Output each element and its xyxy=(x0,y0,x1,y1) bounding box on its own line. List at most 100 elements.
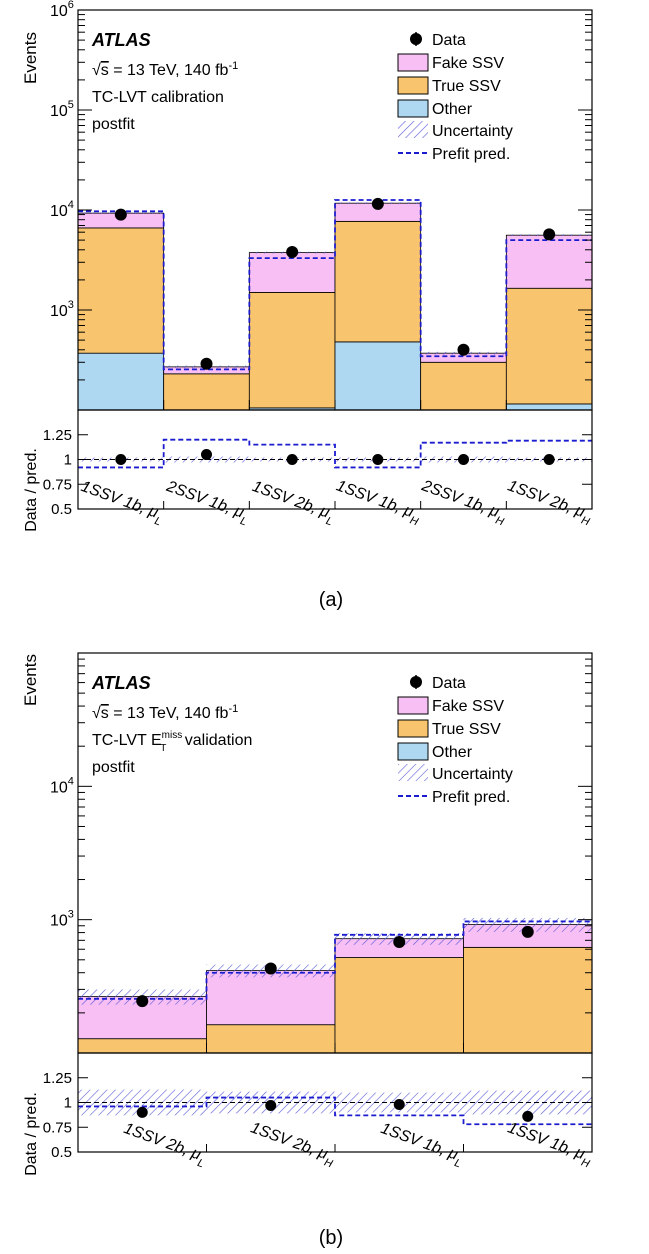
legend-fake: Fake SSV xyxy=(432,698,504,715)
y-ticks: 103 104 xyxy=(50,658,592,1054)
stacked-bars xyxy=(77,917,593,1054)
bar-true-ssv xyxy=(206,1024,336,1054)
legend-prefit: Prefit pred. xyxy=(432,146,510,163)
legend-other-swatch xyxy=(397,99,429,118)
region-label: TC-LVT Emiss T validation xyxy=(92,730,252,754)
ratio-y-axis-label: Data / pred. xyxy=(23,1092,40,1176)
ratio-ticks: 0.5 0.75 1 1.25 xyxy=(43,1070,592,1161)
data-point xyxy=(521,925,534,938)
data-point xyxy=(371,197,384,210)
data-point xyxy=(457,343,470,356)
ratio-frame xyxy=(77,1052,593,1153)
bar-other xyxy=(505,403,593,411)
atlas-label: ATLAS xyxy=(91,673,151,693)
ratio-point xyxy=(522,1110,534,1122)
ratio-point xyxy=(543,454,555,465)
data-points xyxy=(114,197,556,370)
ratio-point xyxy=(115,454,127,465)
legend: Data Fake SSV True SSV Other Uncertainty… xyxy=(397,675,513,806)
ratio-tick-label: 0.75 xyxy=(43,476,72,493)
uncertainty-band xyxy=(463,917,592,932)
y-tick-label: 105 xyxy=(50,99,74,120)
ratio-content xyxy=(78,1089,592,1126)
data-point xyxy=(114,208,127,221)
energy-label: √s = 13 TeV, 140 fb-1 xyxy=(92,703,238,722)
x-tick-label: 1SSV 2b, μL xyxy=(120,1120,209,1170)
ratio-plot: 0.5 0.75 1 1.25 xyxy=(43,409,593,518)
legend-unc: Uncertainty xyxy=(432,766,513,783)
legend-data: Data xyxy=(432,32,466,49)
prefit-ratio-line xyxy=(78,1096,592,1126)
bar-fake-ssv xyxy=(206,970,336,1026)
legend-true: True SSV xyxy=(432,78,501,95)
y-tick-label: 104 xyxy=(50,199,74,220)
ratio-content xyxy=(78,438,592,469)
ratio-tick-label: 0.5 xyxy=(51,501,72,518)
x-tick-label: 1SSV 1b, μH xyxy=(332,477,423,528)
bar-true-ssv xyxy=(505,287,593,405)
ratio-tick-label: 0.5 xyxy=(51,1144,72,1161)
x-tick-label: 1SSV 1b, μL xyxy=(377,1120,466,1170)
ratio-point xyxy=(372,454,384,465)
legend-true-swatch xyxy=(397,719,429,738)
ratio-y-axis-label: Data / pred. xyxy=(23,448,40,532)
ratio-point xyxy=(265,1099,277,1111)
region-label: TC-LVT calibration xyxy=(92,89,224,106)
panel-b: Events Data / pred. 103 104 ATLAS √s = 13… xyxy=(21,652,593,1249)
ratio-frame xyxy=(77,409,593,510)
prefit-step-line xyxy=(78,199,592,371)
y-tick-label: 106 xyxy=(50,0,74,20)
bar-fake-ssv xyxy=(505,234,593,289)
data-point xyxy=(543,228,556,241)
data-points xyxy=(136,925,534,1008)
prefit-line xyxy=(78,199,592,371)
bar-true-ssv xyxy=(334,220,422,343)
x-tick-label: 1SSV 2b, μH xyxy=(247,1119,338,1170)
data-point xyxy=(200,357,213,370)
energy-label: √s = 13 TeV, 140 fb-1 xyxy=(92,60,238,79)
ratio-point xyxy=(393,1098,405,1110)
ratio-tick-label: 1.25 xyxy=(43,427,72,444)
y-axis-label: Events xyxy=(21,654,40,706)
fit-label: postfit xyxy=(92,759,135,776)
stacked-bars xyxy=(77,202,593,411)
bar-fake-ssv xyxy=(248,252,336,293)
data-point xyxy=(286,246,299,259)
y-tick-label: 104 xyxy=(50,775,74,796)
bar-true-ssv xyxy=(334,957,464,1054)
annotation: ATLAS √s = 13 TeV, 140 fb-1 TC-LVT calib… xyxy=(91,30,238,133)
legend-fake-swatch xyxy=(397,696,429,715)
x-tick-label: 2SSV 1b, μL xyxy=(162,478,252,529)
y-tick-label: 103 xyxy=(50,299,74,320)
panel-label: (b) xyxy=(319,1227,343,1249)
ratio-tick-label: 1 xyxy=(64,452,72,469)
data-point xyxy=(393,935,406,948)
prefit-ratio-line xyxy=(78,438,592,469)
legend-prefit: Prefit pred. xyxy=(432,789,510,806)
legend-fake-swatch xyxy=(397,53,429,72)
bar-other xyxy=(334,341,422,411)
y-axis-label: Events xyxy=(21,32,40,84)
bar-true-ssv xyxy=(163,373,250,411)
x-tick-label: 1SSV 2b, μL xyxy=(248,478,337,528)
bar-true-ssv xyxy=(77,1038,207,1054)
ratio-point xyxy=(136,1106,148,1118)
bar-other xyxy=(77,352,165,411)
ratio-point xyxy=(458,454,469,465)
bar-true-ssv xyxy=(463,946,593,1054)
legend-unc: Uncertainty xyxy=(432,123,513,140)
atlas-label: ATLAS xyxy=(91,30,151,50)
legend-fake: Fake SSV xyxy=(432,55,504,72)
x-tick-label: 2SSV 1b, μH xyxy=(417,477,509,528)
prefit-step-line xyxy=(78,920,592,1000)
ratio-tick-label: 0.75 xyxy=(43,1119,72,1136)
y-ticks: 103 104 105 106 xyxy=(50,0,592,411)
legend: Data Fake SSV True SSV Other Uncertainty… xyxy=(397,32,513,163)
legend-unc-swatch xyxy=(398,121,428,138)
bar-true-ssv xyxy=(77,227,165,354)
x-tick-labels: 1SSV 2b, μL 1SSV 2b, μH 1SSV 1b, μL 1SSV 1b… xyxy=(120,1119,591,1170)
fit-label: postfit xyxy=(92,116,135,133)
x-tick-label: 1SSV 2b, μH xyxy=(504,477,595,528)
